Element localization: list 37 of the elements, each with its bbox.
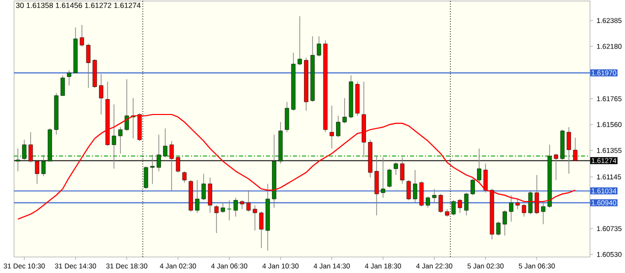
candlestick [541, 201, 546, 225]
candlestick [464, 192, 468, 216]
candlestick [60, 75, 65, 96]
candlestick [214, 204, 219, 234]
candlestick [336, 115, 340, 138]
candlestick [220, 202, 225, 214]
candlestick [483, 163, 488, 194]
candlestick [202, 173, 206, 201]
candlestick [522, 204, 526, 217]
candlestick [124, 78, 129, 132]
candlestick [208, 177, 212, 214]
candlestick [330, 105, 334, 149]
candlestick [502, 210, 507, 236]
candlestick [118, 126, 122, 154]
candlestick [426, 196, 430, 208]
candlestick [528, 191, 533, 214]
candlestick [259, 211, 264, 249]
candlestick [182, 170, 187, 183]
candlestick [438, 194, 443, 214]
candlestick [163, 128, 168, 158]
candlestick [387, 168, 392, 188]
candlestick [86, 44, 90, 88]
candlestick [234, 197, 238, 217]
candlestick [99, 74, 104, 115]
candlestick [509, 194, 514, 222]
candlestick [195, 180, 200, 214]
candlestick [470, 178, 475, 196]
candlestick [432, 188, 436, 204]
candlestick [496, 221, 500, 236]
candlestick [284, 102, 290, 132]
candlestick [226, 200, 232, 221]
candlestick [516, 198, 520, 210]
candlestick [342, 98, 347, 124]
candlestick [406, 180, 411, 201]
candlestick [534, 174, 539, 214]
candlestick [67, 70, 72, 86]
candlestick [298, 16, 302, 66]
